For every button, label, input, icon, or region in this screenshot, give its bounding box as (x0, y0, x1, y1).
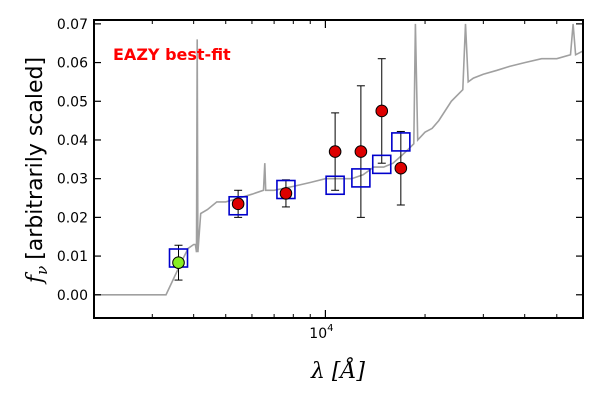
ytick-label-5: 0.05 (57, 94, 88, 110)
y-axis-label-text: [arbitrarily scaled] (23, 57, 48, 260)
ticks-layer (94, 20, 583, 318)
ytick-label-0: 0.00 (57, 288, 88, 304)
ytick-label-6: 0.06 (57, 56, 88, 72)
ytick-label-1: 0.01 (57, 249, 88, 265)
model-photometry-layer (168, 132, 411, 268)
x-tick-labels: 104 (309, 323, 333, 342)
model-square-1 (228, 195, 248, 216)
annotation-eazy: EAZY best-fit (113, 45, 231, 64)
model-square-5 (371, 154, 392, 175)
ytick-label-2: 0.02 (57, 210, 88, 226)
observed-point-2 (279, 187, 293, 200)
svg-text:fν[arbitrarily scaled]: fν[arbitrarily scaled] (23, 57, 51, 285)
observed-photometry-layer (172, 104, 408, 269)
observed-point-5 (375, 104, 389, 118)
template-spectrum-layer (94, 23, 583, 296)
observed-point-0 (172, 256, 185, 269)
observed-point-3 (328, 145, 342, 158)
y-axis-label-subscript: ν (33, 266, 51, 275)
x-axis-label: λ [Å] (310, 356, 365, 384)
template-spectrum-line (94, 23, 583, 296)
model-square-3 (325, 175, 345, 196)
ytick-label-3: 0.03 (57, 172, 88, 188)
model-square-6 (391, 132, 411, 152)
y-tick-labels: 0.00 0.01 0.02 0.03 0.04 0.05 0.06 0.07 (57, 17, 88, 304)
ytick-label-4: 0.04 (57, 133, 88, 149)
observed-point-6 (394, 161, 408, 175)
xtick-label-0: 104 (309, 323, 333, 342)
y-axis-label: fν[arbitrarily scaled] (23, 57, 51, 285)
observed-point-1 (231, 197, 245, 211)
observed-point-4 (354, 145, 368, 158)
ytick-label-7: 0.07 (57, 17, 88, 33)
model-square-4 (351, 168, 371, 188)
plot-frame (93, 19, 584, 319)
